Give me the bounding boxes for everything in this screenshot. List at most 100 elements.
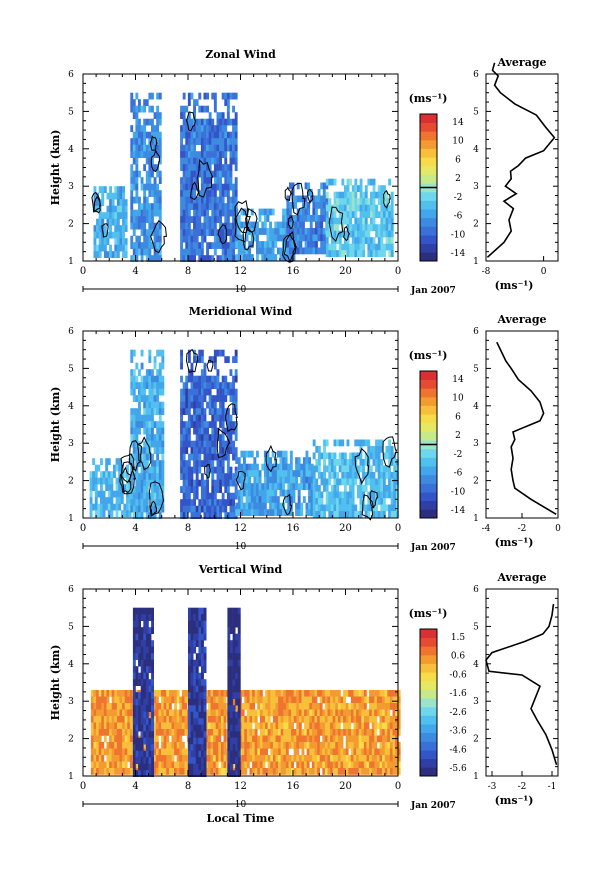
heatmap-cell — [372, 511, 376, 518]
heatmap-cell — [153, 388, 157, 396]
heatmap-cell — [181, 768, 185, 775]
heatmap-cell — [158, 408, 162, 415]
heatmap-cell — [249, 729, 253, 736]
heatmap-cell — [221, 131, 225, 139]
heatmap-cell — [190, 737, 194, 745]
heatmap-cell — [351, 452, 355, 460]
heatmap-cell — [145, 196, 149, 204]
heatmap-cell — [312, 485, 316, 492]
heatmap-cell — [206, 118, 209, 126]
colorbar-swatch — [420, 148, 437, 158]
heatmap-cell — [124, 709, 128, 717]
heatmap-cell — [308, 476, 311, 484]
heatmap-cell — [377, 198, 381, 205]
heatmap-cell — [153, 408, 157, 415]
heatmap-cell — [219, 118, 222, 126]
heatmap-cell — [387, 722, 391, 730]
heatmap-cell — [261, 254, 265, 261]
heatmap-cell — [301, 709, 305, 717]
heatmap-cell — [195, 222, 199, 230]
heatmap-cell — [210, 716, 214, 723]
heatmap-cell — [320, 511, 324, 518]
heatmap-cell — [257, 768, 261, 775]
heatmap-cell — [116, 192, 120, 200]
heatmap-cell — [319, 742, 323, 749]
heatmap-cell — [375, 230, 379, 238]
heatmap-cell — [288, 735, 292, 743]
heatmap-cell — [298, 768, 302, 775]
heatmap-cell — [384, 768, 388, 775]
heatmap-cell — [180, 440, 183, 448]
heatmap-cell — [283, 696, 287, 704]
heatmap-cell — [309, 722, 313, 730]
heatmap-cell — [195, 486, 199, 493]
heatmap-cell — [140, 375, 144, 383]
heatmap-cell — [216, 216, 220, 223]
heatmap-cell — [322, 215, 326, 222]
heatmap-cell — [261, 496, 265, 503]
heatmap-cell — [279, 463, 283, 471]
heatmap-cell — [151, 382, 154, 389]
heatmap-cell — [198, 196, 202, 204]
heatmap-cell — [190, 486, 194, 493]
heatmap-cell — [116, 690, 120, 697]
heatmap-cell — [188, 653, 191, 660]
heatmap-cell — [140, 414, 144, 422]
heatmap-cell — [208, 216, 212, 223]
heatmap-cell — [349, 511, 352, 518]
heatmap-cell — [187, 349, 191, 357]
heatmap-cell — [380, 439, 384, 447]
heatmap-cell — [216, 177, 220, 184]
heatmap-cell — [168, 729, 172, 736]
heatmap-cell — [135, 627, 139, 634]
heatmap-cell — [221, 209, 225, 217]
heatmap-cell — [187, 118, 191, 126]
heatmap-cell — [119, 709, 123, 717]
heatmap-cell — [105, 477, 109, 485]
heatmap-cell — [262, 768, 266, 775]
heatmap-cell — [156, 499, 160, 506]
heatmap-cell — [219, 466, 222, 474]
heatmap-cell — [203, 203, 207, 210]
heatmap-cell — [132, 646, 136, 654]
heatmap-cell — [114, 186, 118, 193]
heatmap-cell — [213, 401, 217, 409]
heatmap-cell — [93, 709, 97, 717]
heatmap-cell — [371, 722, 375, 730]
heatmap-cell — [223, 716, 227, 723]
heatmap-cell — [208, 395, 212, 402]
heatmap-cell — [185, 388, 189, 396]
heatmap-cell — [132, 659, 136, 667]
heatmap-cell — [354, 452, 358, 460]
heatmap-cell — [232, 216, 235, 223]
heatmap-cell — [140, 453, 144, 461]
heatmap-cell — [261, 241, 265, 248]
heatmap-cell — [310, 483, 314, 490]
heatmap-cell — [280, 742, 284, 749]
heatmap-cell — [296, 215, 300, 222]
profile-y-tick-label: 4 — [473, 145, 479, 155]
heatmap-cell — [224, 242, 228, 249]
heatmap-cell — [224, 190, 228, 197]
heatmap-cell — [248, 496, 252, 503]
heatmap-cell — [232, 242, 235, 249]
colorbar-tick-label: 6 — [455, 412, 461, 422]
heatmap-cell — [395, 761, 398, 769]
heatmap-cell — [135, 170, 139, 178]
heatmap-cell — [330, 459, 334, 466]
heatmap-cell — [185, 505, 189, 513]
heatmap-cell — [374, 716, 378, 723]
heatmap-cell — [161, 349, 165, 357]
heatmap-cell — [206, 492, 209, 500]
colorbar-tick-label: 14 — [452, 375, 464, 385]
heatmap-cell — [388, 250, 392, 257]
heatmap-cell — [325, 224, 329, 231]
heatmap-cell — [219, 112, 222, 119]
heatmap-cell — [187, 170, 191, 178]
heatmap-cell — [287, 489, 291, 497]
heatmap-cell — [140, 718, 144, 725]
heatmap-cell — [158, 703, 162, 710]
heatmap-cell — [130, 473, 134, 480]
heatmap-cell — [114, 748, 118, 756]
heatmap-cell — [235, 254, 239, 261]
